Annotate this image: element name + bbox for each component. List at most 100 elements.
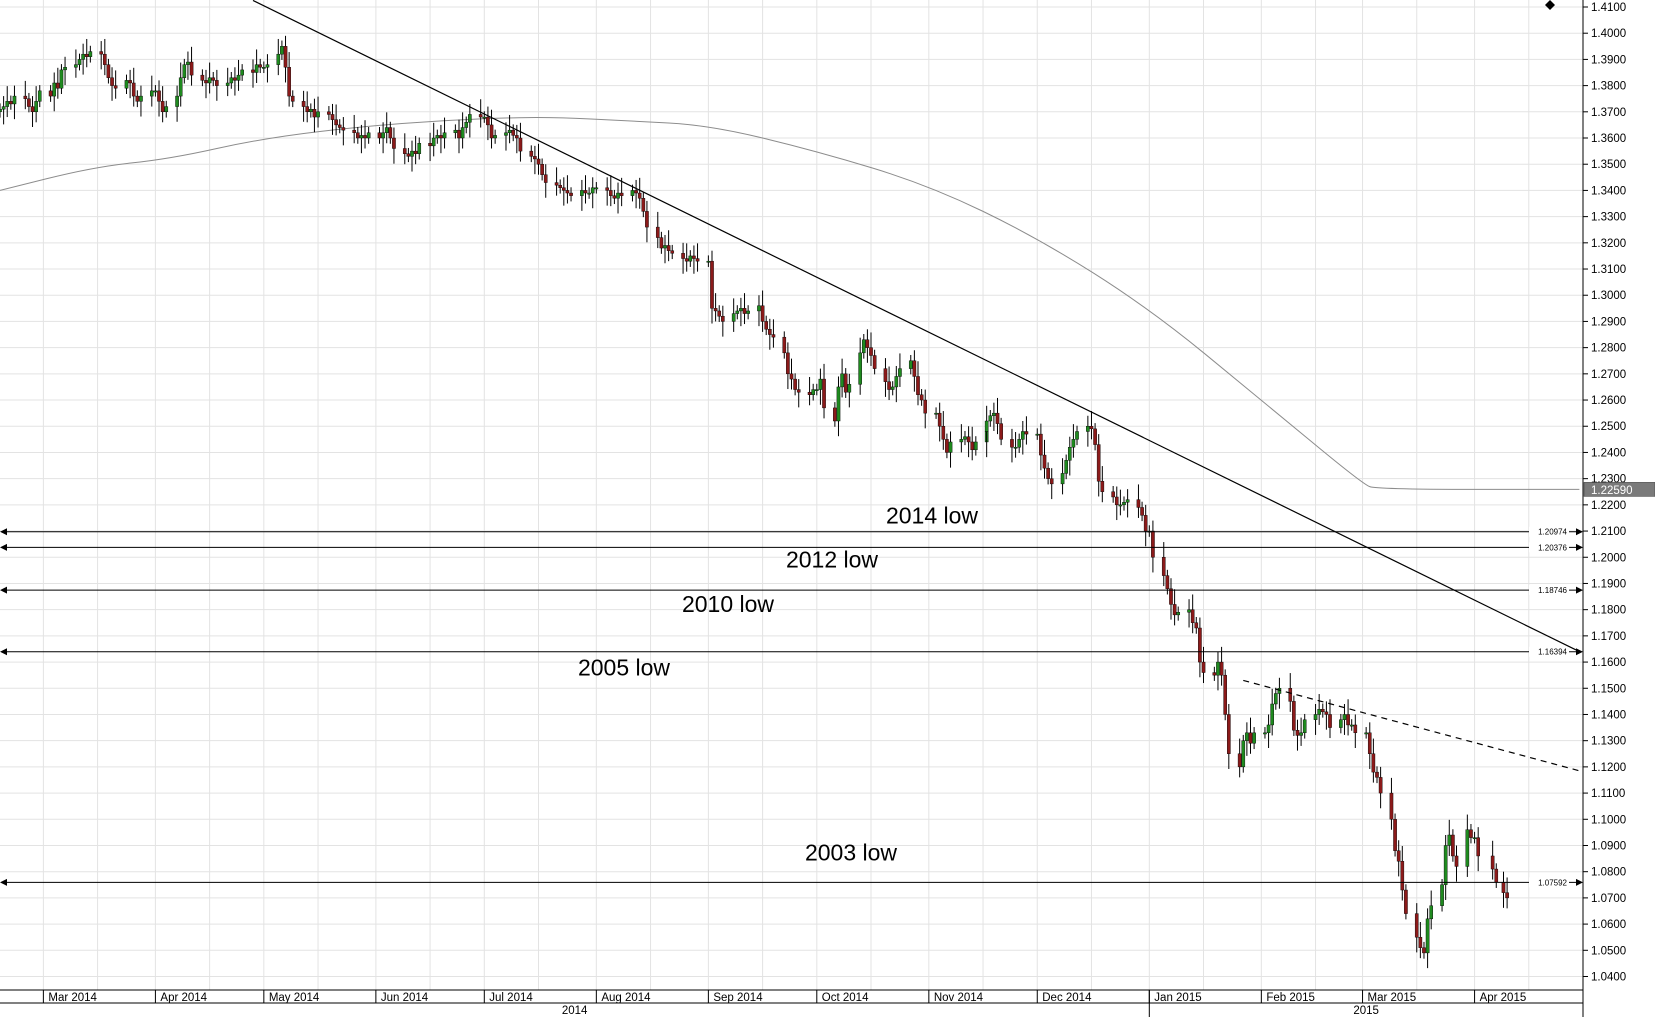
year-label: 2014 [562, 1005, 588, 1017]
candle-down [1418, 936, 1423, 948]
y-tick-label: 1.3900 [1591, 54, 1626, 66]
candle-down [135, 95, 140, 102]
candle-down [1295, 729, 1300, 736]
candle-down [1194, 622, 1199, 629]
candle-down [1404, 889, 1408, 914]
candle-up [175, 95, 179, 107]
candle-up [359, 135, 364, 139]
y-tick-label: 1.1200 [1591, 762, 1626, 774]
level-arrow-right [1576, 586, 1583, 594]
candle-down [377, 132, 382, 139]
y-tick-label: 1.3800 [1591, 81, 1626, 93]
candle-down [1505, 892, 1509, 899]
candle-up [1270, 703, 1274, 726]
candle-down [912, 360, 917, 377]
candle-up [959, 439, 964, 443]
candle-up [1122, 502, 1126, 506]
level-value-label: 1.18746 [1538, 586, 1567, 595]
candle-up [153, 90, 158, 93]
candle-down [995, 412, 1000, 424]
candle-down [1010, 439, 1014, 448]
candle-down [786, 352, 790, 375]
candle-up [616, 192, 620, 199]
trendline-solid [252, 0, 1580, 653]
candle-down [1367, 732, 1372, 754]
y-tick-label: 1.1500 [1591, 683, 1626, 695]
y-tick-label: 1.0400 [1591, 972, 1626, 984]
x-tick-label: Jun 2014 [381, 992, 429, 1004]
candle-down [251, 69, 255, 73]
candle-down [48, 90, 53, 97]
y-tick-label: 1.1400 [1591, 709, 1626, 721]
candle-down [84, 53, 89, 57]
candle-down [540, 164, 544, 175]
candle-up [1067, 447, 1072, 461]
candles [0, 35, 1509, 969]
x-tick-label: Apr 2014 [160, 992, 207, 1004]
candle-down [356, 132, 360, 139]
candle-down [1353, 724, 1358, 734]
x-tick-label: Feb 2015 [1266, 992, 1315, 1004]
candle-down [518, 137, 523, 152]
candle-down [612, 195, 617, 199]
candle-down [30, 106, 35, 113]
y-tick-label: 1.1800 [1591, 605, 1626, 617]
candle-down [1111, 491, 1115, 498]
level-annotation: 2003 low [805, 839, 897, 865]
candle-up [240, 69, 244, 76]
candle-down [1414, 913, 1419, 938]
candle-up [74, 64, 78, 68]
candle-up [1017, 439, 1021, 448]
level-arrow-right [1576, 543, 1583, 551]
candle-up [435, 135, 440, 139]
x-tick-label: Jan 2015 [1154, 992, 1201, 1004]
candle-up [630, 190, 635, 196]
candle-up [1443, 845, 1448, 885]
level-arrow-left [0, 586, 7, 594]
candle-up [890, 386, 895, 390]
candle-down [204, 80, 208, 84]
level-arrow-right [1576, 528, 1583, 536]
candle-down [1198, 627, 1202, 663]
candle-down [1143, 515, 1148, 532]
x-tick-label: Oct 2014 [822, 992, 869, 1004]
candle-down [103, 53, 107, 65]
candle-up [1075, 431, 1079, 440]
candle-down [608, 190, 613, 196]
candle-down [681, 253, 685, 259]
candle-down [764, 321, 769, 330]
y-tick-label: 1.0500 [1591, 945, 1626, 957]
candle-down [1172, 604, 1177, 616]
candle-down [565, 190, 570, 194]
candle-up [316, 111, 320, 118]
level-value-bg [1529, 542, 1569, 553]
candle-down [543, 174, 548, 183]
candle-down [352, 129, 356, 133]
candle-up [381, 132, 385, 139]
candle-down [562, 187, 566, 191]
y-tick-label: 1.3000 [1591, 290, 1626, 302]
candle-down [883, 368, 888, 382]
candle-up [988, 415, 993, 422]
candle-down [110, 77, 114, 86]
candle-down [645, 211, 649, 228]
candle-down [637, 192, 642, 199]
level-value-bg [1529, 877, 1569, 888]
candle-down [945, 439, 949, 453]
candle-down [388, 127, 393, 139]
candle-up [1252, 732, 1256, 744]
y-tick-label: 1.2600 [1591, 395, 1626, 407]
candle-down [605, 187, 609, 191]
candle-up [1277, 688, 1282, 694]
y-tick-label: 1.1700 [1591, 631, 1626, 643]
candle-down [200, 74, 205, 81]
candle-up [460, 127, 465, 139]
candle-up [182, 64, 187, 78]
candle-down [1212, 672, 1217, 676]
candle-down [1469, 829, 1473, 838]
grid [0, 0, 1583, 990]
candle-down [666, 245, 671, 251]
candle-down [341, 127, 346, 131]
candle-up [1241, 740, 1246, 768]
candle-down [478, 114, 483, 118]
